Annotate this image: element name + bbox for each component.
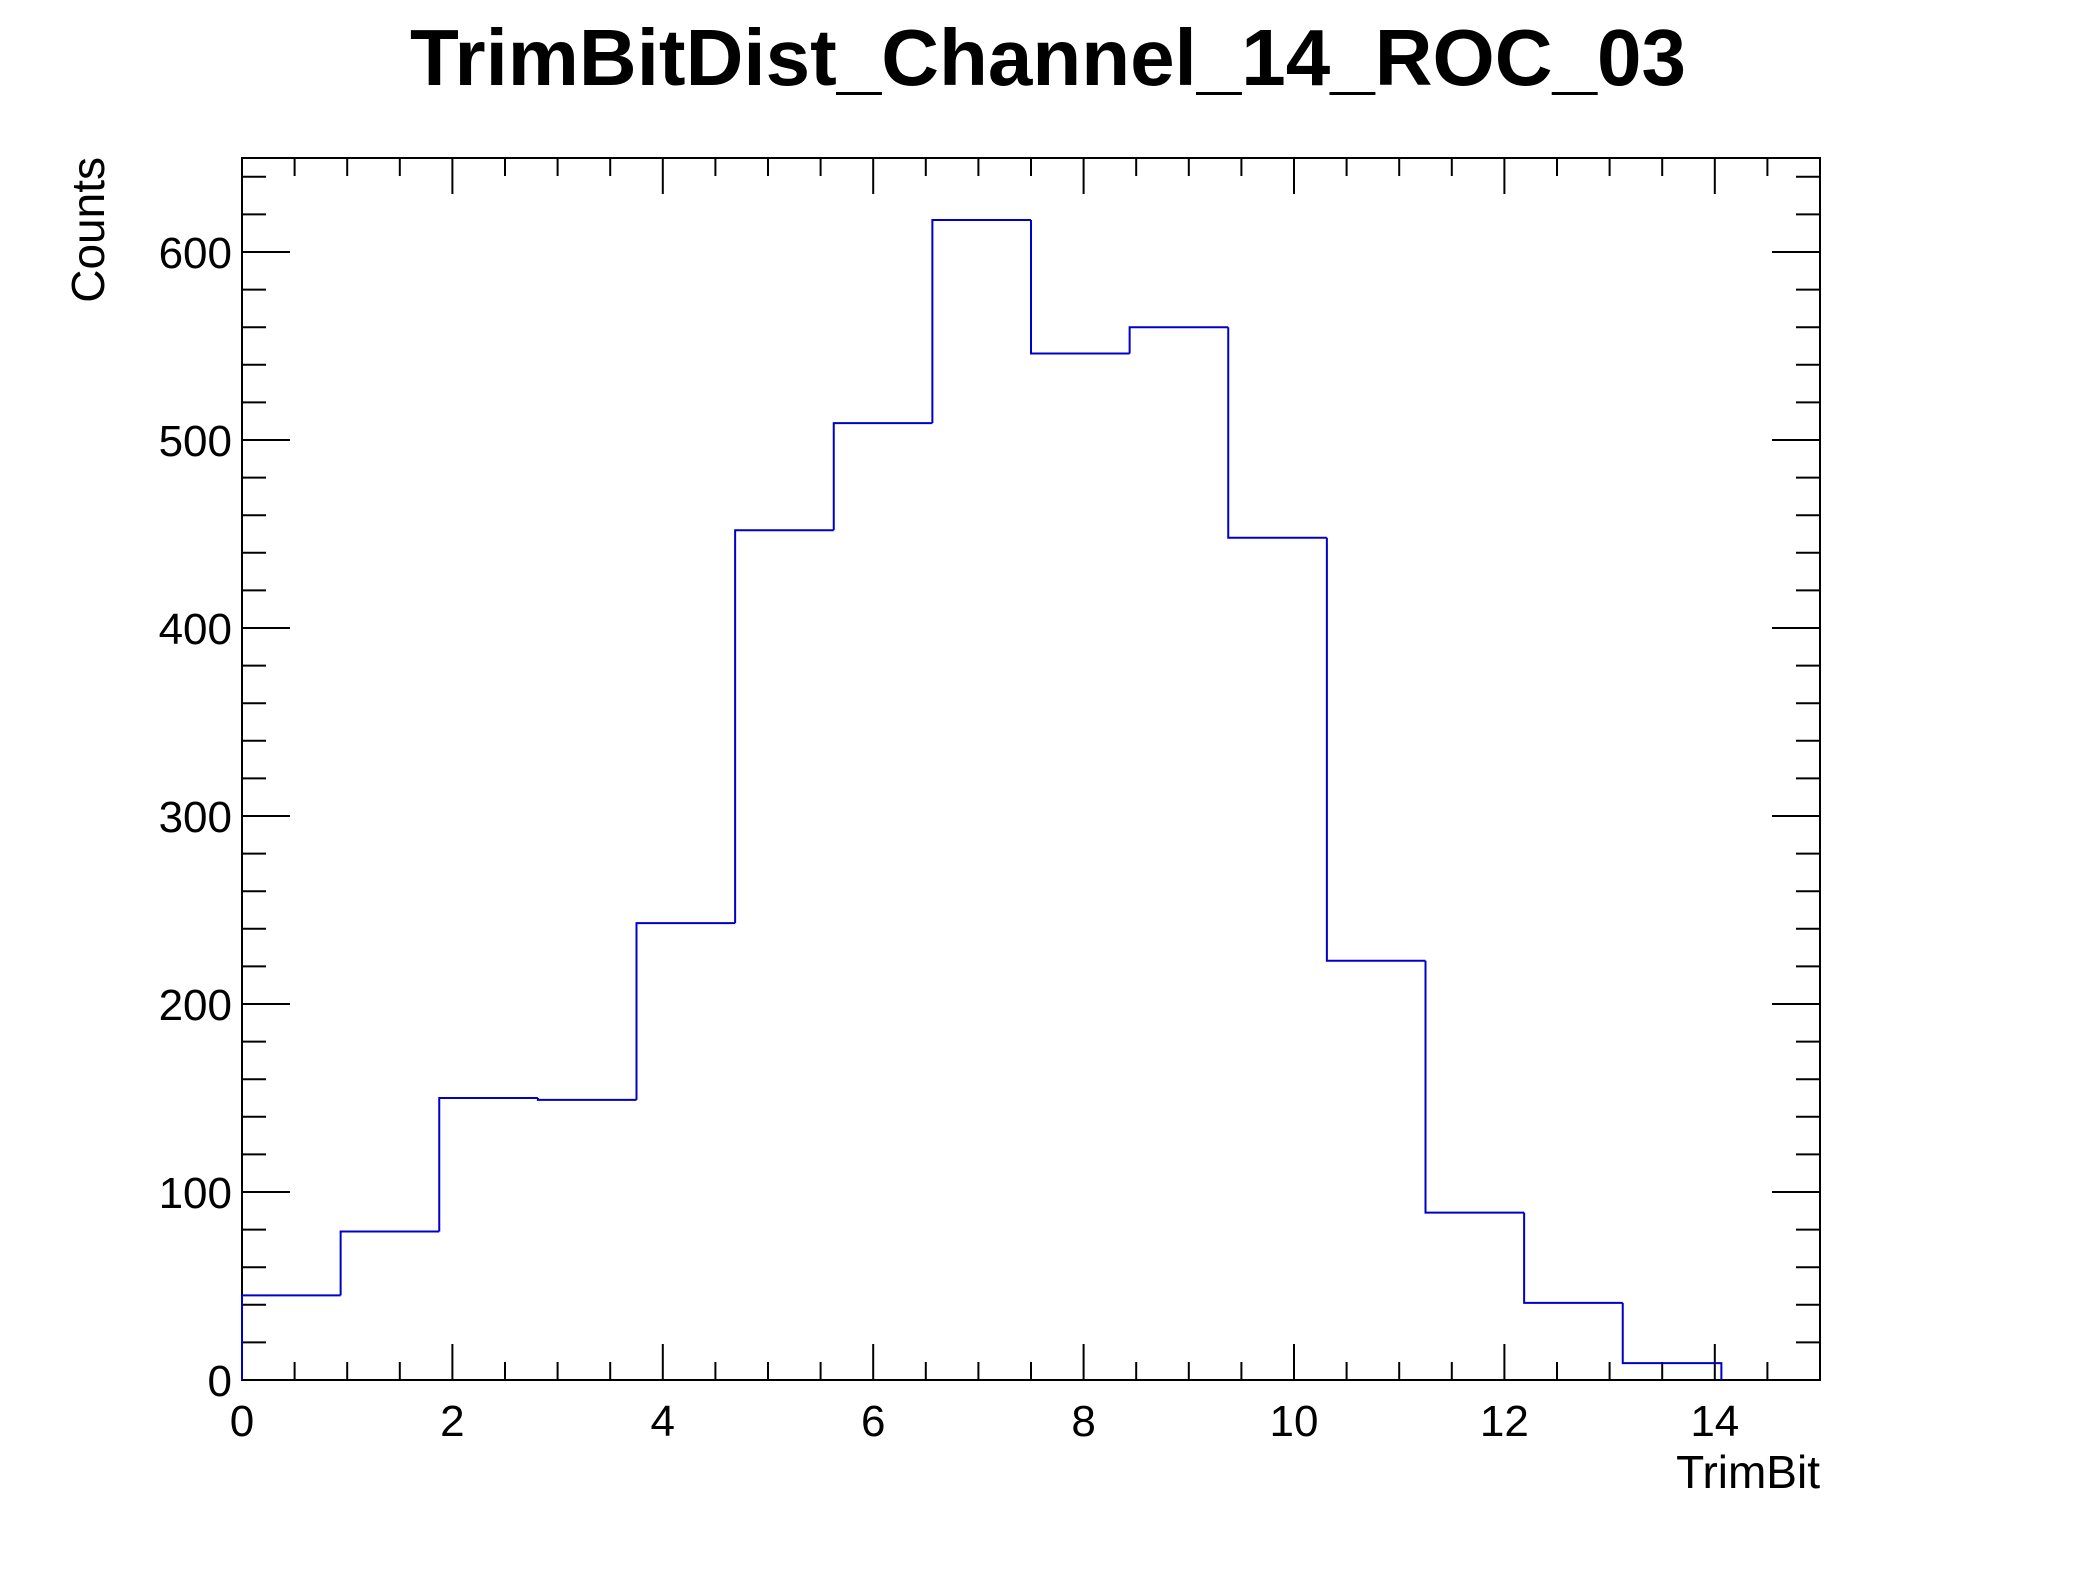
histogram-bin — [832, 422, 933, 531]
x-axis-label: TrimBit — [1676, 1446, 1820, 1498]
histogram-bin — [635, 922, 736, 1100]
histogram-bin — [1621, 1302, 1723, 1380]
x-tick-label: 4 — [651, 1397, 675, 1446]
x-tick-label: 2 — [440, 1397, 464, 1446]
y-tick-label: 0 — [208, 1357, 232, 1406]
histogram-bin — [1523, 1212, 1623, 1304]
histogram-bin — [241, 1294, 341, 1380]
x-tick-label: 6 — [861, 1397, 885, 1446]
histogram-bin — [438, 1097, 538, 1232]
x-tick-label: 10 — [1270, 1397, 1319, 1446]
chart-title: TrimBitDist_Channel_14_ROC_03 — [410, 13, 1686, 102]
histogram-bin — [1325, 537, 1426, 962]
y-tick-label: 400 — [159, 605, 232, 654]
histogram-bin — [931, 219, 1031, 424]
x-tick-label: 14 — [1690, 1397, 1739, 1446]
y-tick-label: 500 — [159, 417, 232, 466]
y-tick-label: 600 — [159, 229, 232, 278]
histogram-bin — [1128, 326, 1229, 354]
y-tick-label: 300 — [159, 793, 232, 842]
x-tick-label: 12 — [1480, 1397, 1529, 1446]
x-tick-label: 8 — [1071, 1397, 1095, 1446]
histogram-bin — [1227, 327, 1327, 539]
histogram-bin — [536, 1098, 637, 1101]
y-tick-label: 100 — [159, 1169, 232, 1218]
y-tick-label: 200 — [159, 981, 232, 1030]
histogram-bin — [1030, 220, 1130, 355]
y-axis-label: Counts — [62, 157, 114, 303]
histogram-bin — [1424, 960, 1525, 1214]
x-tick-labels: 0 2 4 6 8 10 12 14 — [230, 1397, 1740, 1446]
histogram-bin — [339, 1230, 440, 1296]
histogram-bin — [734, 529, 834, 924]
y-tick-labels: 0 100 200 300 400 500 600 — [159, 229, 232, 1406]
axis-ticks — [241, 158, 1821, 1381]
histogram-series — [241, 219, 1723, 1380]
x-tick-label: 0 — [230, 1397, 254, 1446]
